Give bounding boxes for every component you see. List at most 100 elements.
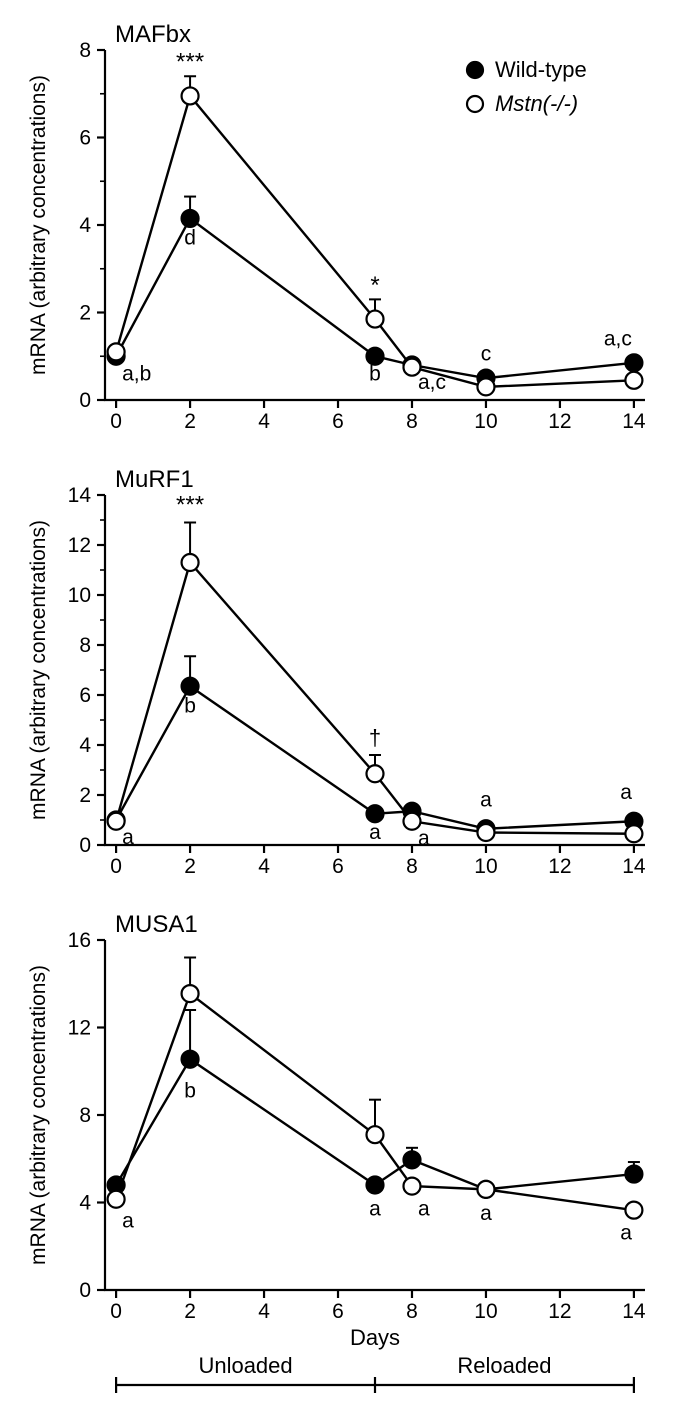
annotation-5: a [620, 1222, 632, 1245]
x-tick-label: 10 [474, 1300, 497, 1323]
y-tick-label: 8 [79, 39, 91, 62]
annotation-5: a,c [418, 371, 446, 394]
panel-title: MuRF1 [115, 466, 194, 493]
axes [105, 495, 645, 845]
ko-marker [182, 985, 199, 1002]
y-tick-label: 0 [79, 1279, 91, 1302]
ko-marker [108, 343, 125, 360]
ko-marker [367, 765, 384, 782]
y-tick-label: 16 [68, 929, 91, 952]
x-tick-label: 4 [258, 410, 270, 433]
x-tick-label: 2 [184, 410, 196, 433]
wt-marker [182, 210, 199, 227]
y-tick-label: 2 [79, 302, 91, 325]
x-tick-label: 8 [406, 410, 418, 433]
phase-label-1: Reloaded [457, 1353, 551, 1378]
x-tick-label: 0 [110, 855, 122, 878]
y-tick-label: 4 [79, 1192, 91, 1215]
ko-marker [477, 378, 494, 395]
x-tick-label: 4 [258, 855, 270, 878]
legend-marker-0 [467, 62, 483, 78]
annotation-4: b [369, 362, 381, 385]
y-tick-label: 2 [79, 784, 91, 807]
ko-marker [367, 1126, 384, 1143]
wt-marker [625, 354, 642, 371]
annotation-7: a,c [604, 327, 632, 350]
annotation-4: a [480, 1202, 492, 1225]
ko-marker [625, 372, 642, 389]
annotation-3: a,b [122, 362, 151, 385]
legend-label-1: Mstn(-/-) [495, 91, 578, 116]
y-tick-label: 12 [68, 1017, 91, 1040]
annotation-2: † [369, 725, 381, 750]
panel-title: MUSA1 [115, 911, 198, 938]
x-tick-label: 6 [332, 410, 344, 433]
annotation-5: a [418, 827, 430, 850]
x-tick-label: 0 [110, 1300, 122, 1323]
ko-marker [477, 824, 494, 841]
wt-marker [182, 678, 199, 695]
x-tick-label: 10 [474, 410, 497, 433]
annotation-7: a [620, 781, 632, 804]
y-tick-label: 0 [79, 389, 91, 412]
x-tick-label: 8 [406, 855, 418, 878]
y-tick-label: 4 [79, 734, 91, 757]
annotation-0: *** [176, 49, 204, 76]
annotation-3: a [418, 1198, 430, 1221]
annotation-1: a [122, 1210, 134, 1233]
annotation-6: a [480, 788, 492, 811]
panel-0: 0246802468101214MAFbxmRNA (arbitrary con… [27, 21, 646, 433]
y-tick-label: 14 [68, 484, 92, 507]
ko-marker [477, 1181, 494, 1198]
legend: Wild-type Mstn(-/-) [467, 57, 587, 116]
x-tick-label: 12 [548, 410, 571, 433]
annotation-4: a [369, 821, 381, 844]
annotation-1: b [184, 695, 196, 718]
y-tick-label: 4 [79, 214, 91, 237]
y-axis-label: mRNA (arbitrary concentrations) [27, 520, 50, 820]
ko-marker [108, 1191, 125, 1208]
x-tick-label: 6 [332, 1300, 344, 1323]
legend-label-0: Wild-type [495, 57, 587, 82]
ko-marker [625, 1202, 642, 1219]
panel-1: 0 2 4 6 8 10 12 14 0 2 4 6 8 10 12 14 MuRF1 mRNA (arbitra… [27, 466, 646, 878]
x-tick-label: 2 [184, 1300, 196, 1323]
x-tick-label: 12 [548, 855, 571, 878]
annotation-2: a [369, 1198, 381, 1221]
y-tick-label: 8 [79, 634, 91, 657]
x-tick-label: 10 [474, 855, 497, 878]
y-tick-label: 12 [68, 534, 91, 557]
x-tick-label: 0 [110, 410, 122, 433]
x-tick-label: 6 [332, 855, 344, 878]
annotation-2: * [370, 272, 379, 299]
wt-marker [367, 805, 384, 822]
phase-label-0: Unloaded [198, 1353, 292, 1378]
x-tick-label: 8 [406, 1300, 418, 1323]
annotation-3: a [122, 826, 134, 849]
annotation-6: c [481, 343, 492, 366]
y-axis-label: mRNA (arbitrary concentrations) [27, 75, 50, 375]
x-tick-label: 14 [622, 855, 646, 878]
ko-marker [182, 87, 199, 104]
ko-marker [625, 825, 642, 842]
x-axis-label: Days [350, 1325, 400, 1350]
x-tick-label: 14 [622, 1300, 646, 1323]
x-tick-label: 2 [184, 855, 196, 878]
x-tick-label: 12 [548, 1300, 571, 1323]
y-tick-label: 0 [79, 834, 91, 857]
y-tick-label: 10 [68, 584, 91, 607]
y-tick-label: 8 [79, 1104, 91, 1127]
wt-marker [403, 1151, 420, 1168]
ko-marker [367, 311, 384, 328]
wt-marker [625, 1166, 642, 1183]
y-tick-label: 6 [79, 127, 91, 150]
annotation-1: d [184, 227, 196, 250]
y-axis-label: mRNA (arbitrary concentrations) [27, 965, 50, 1265]
panel-title: MAFbx [115, 21, 191, 48]
y-tick-label: 6 [79, 684, 91, 707]
panel-2: 048121602468101214MUSA1mRNA (arbitrary c… [27, 911, 646, 1323]
figure-container: Wild-type Mstn(-/-) 0 2 4 6 8 0 2 4 6 8 10 12 14 MAFbx m… [0, 0, 683, 1427]
wt-marker [367, 1177, 384, 1194]
ko-marker [182, 554, 199, 571]
ko-marker [403, 1178, 420, 1195]
